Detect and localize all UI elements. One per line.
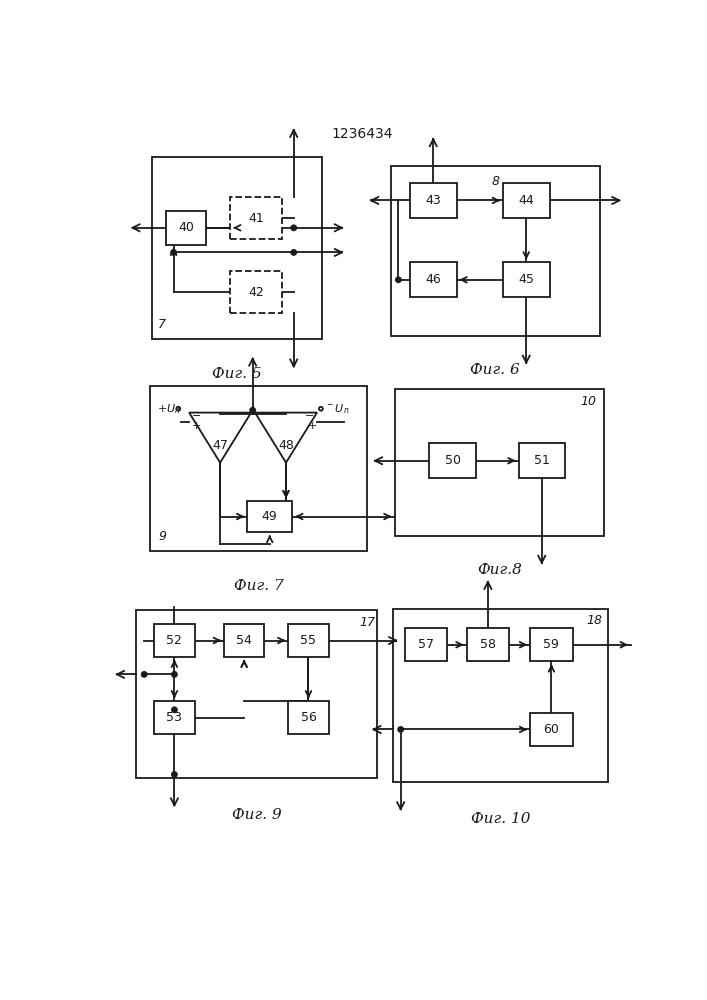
Text: 10: 10 bbox=[580, 395, 597, 408]
Bar bbox=[518, 443, 565, 478]
Bar bbox=[230, 197, 282, 239]
Text: 56: 56 bbox=[300, 711, 317, 724]
Circle shape bbox=[172, 772, 177, 777]
Bar bbox=[247, 501, 292, 532]
Bar bbox=[530, 713, 573, 746]
Circle shape bbox=[250, 408, 255, 413]
Circle shape bbox=[141, 672, 147, 677]
Bar bbox=[166, 211, 206, 245]
Circle shape bbox=[291, 225, 296, 230]
Text: 47: 47 bbox=[212, 439, 228, 452]
Text: 45: 45 bbox=[518, 273, 534, 286]
Text: Фиг.8: Фиг.8 bbox=[477, 563, 522, 577]
Text: −: − bbox=[305, 411, 314, 421]
Text: 1236434: 1236434 bbox=[332, 127, 393, 141]
Circle shape bbox=[171, 250, 176, 255]
Circle shape bbox=[172, 707, 177, 713]
Bar bbox=[151, 386, 368, 551]
Bar bbox=[391, 166, 600, 336]
Bar bbox=[503, 183, 549, 218]
Bar bbox=[224, 624, 264, 657]
Text: 40: 40 bbox=[178, 221, 194, 234]
Bar bbox=[154, 701, 194, 734]
Text: +: + bbox=[308, 421, 317, 431]
Bar bbox=[404, 628, 448, 661]
Text: Фиг. 6: Фиг. 6 bbox=[470, 363, 520, 377]
Text: Фиг. 7: Фиг. 7 bbox=[234, 579, 284, 593]
Bar bbox=[467, 628, 509, 661]
Text: +$U_n$: +$U_n$ bbox=[156, 402, 180, 416]
Text: 18: 18 bbox=[586, 614, 602, 627]
Text: 43: 43 bbox=[426, 194, 441, 207]
Bar bbox=[410, 183, 457, 218]
Text: 8: 8 bbox=[491, 175, 499, 188]
Bar bbox=[154, 624, 194, 657]
Text: 50: 50 bbox=[445, 454, 461, 467]
Text: 58: 58 bbox=[480, 638, 496, 651]
Text: Фиг. 5: Фиг. 5 bbox=[212, 367, 262, 381]
Text: 52: 52 bbox=[166, 634, 182, 647]
Text: 41: 41 bbox=[248, 212, 264, 225]
Circle shape bbox=[396, 277, 401, 282]
Text: Фиг. 10: Фиг. 10 bbox=[471, 812, 530, 826]
Bar bbox=[410, 262, 457, 297]
Text: 57: 57 bbox=[418, 638, 434, 651]
Text: 53: 53 bbox=[166, 711, 182, 724]
Bar bbox=[393, 609, 607, 782]
Bar bbox=[530, 628, 573, 661]
Text: 9: 9 bbox=[158, 530, 166, 543]
Bar bbox=[503, 262, 549, 297]
Text: 55: 55 bbox=[300, 634, 317, 647]
Text: Фиг. 9: Фиг. 9 bbox=[232, 808, 281, 822]
Text: −: − bbox=[192, 411, 201, 421]
Text: 54: 54 bbox=[236, 634, 252, 647]
Bar bbox=[152, 157, 322, 339]
Bar bbox=[230, 271, 282, 313]
Text: 48: 48 bbox=[278, 439, 294, 452]
Text: 7: 7 bbox=[158, 318, 166, 331]
Text: 46: 46 bbox=[426, 273, 441, 286]
Text: 60: 60 bbox=[544, 723, 559, 736]
Text: 17: 17 bbox=[360, 616, 375, 629]
Text: $^-U_n$: $^-U_n$ bbox=[325, 402, 349, 416]
Text: 42: 42 bbox=[248, 286, 264, 299]
Bar bbox=[429, 443, 476, 478]
Text: +: + bbox=[192, 421, 201, 431]
Text: 44: 44 bbox=[518, 194, 534, 207]
Bar bbox=[288, 701, 329, 734]
Text: 59: 59 bbox=[544, 638, 559, 651]
Bar bbox=[395, 389, 604, 536]
Circle shape bbox=[291, 250, 296, 255]
Bar bbox=[288, 624, 329, 657]
Circle shape bbox=[398, 727, 404, 732]
Text: 51: 51 bbox=[534, 454, 549, 467]
Bar bbox=[136, 610, 377, 778]
Circle shape bbox=[172, 672, 177, 677]
Text: 49: 49 bbox=[262, 510, 278, 523]
